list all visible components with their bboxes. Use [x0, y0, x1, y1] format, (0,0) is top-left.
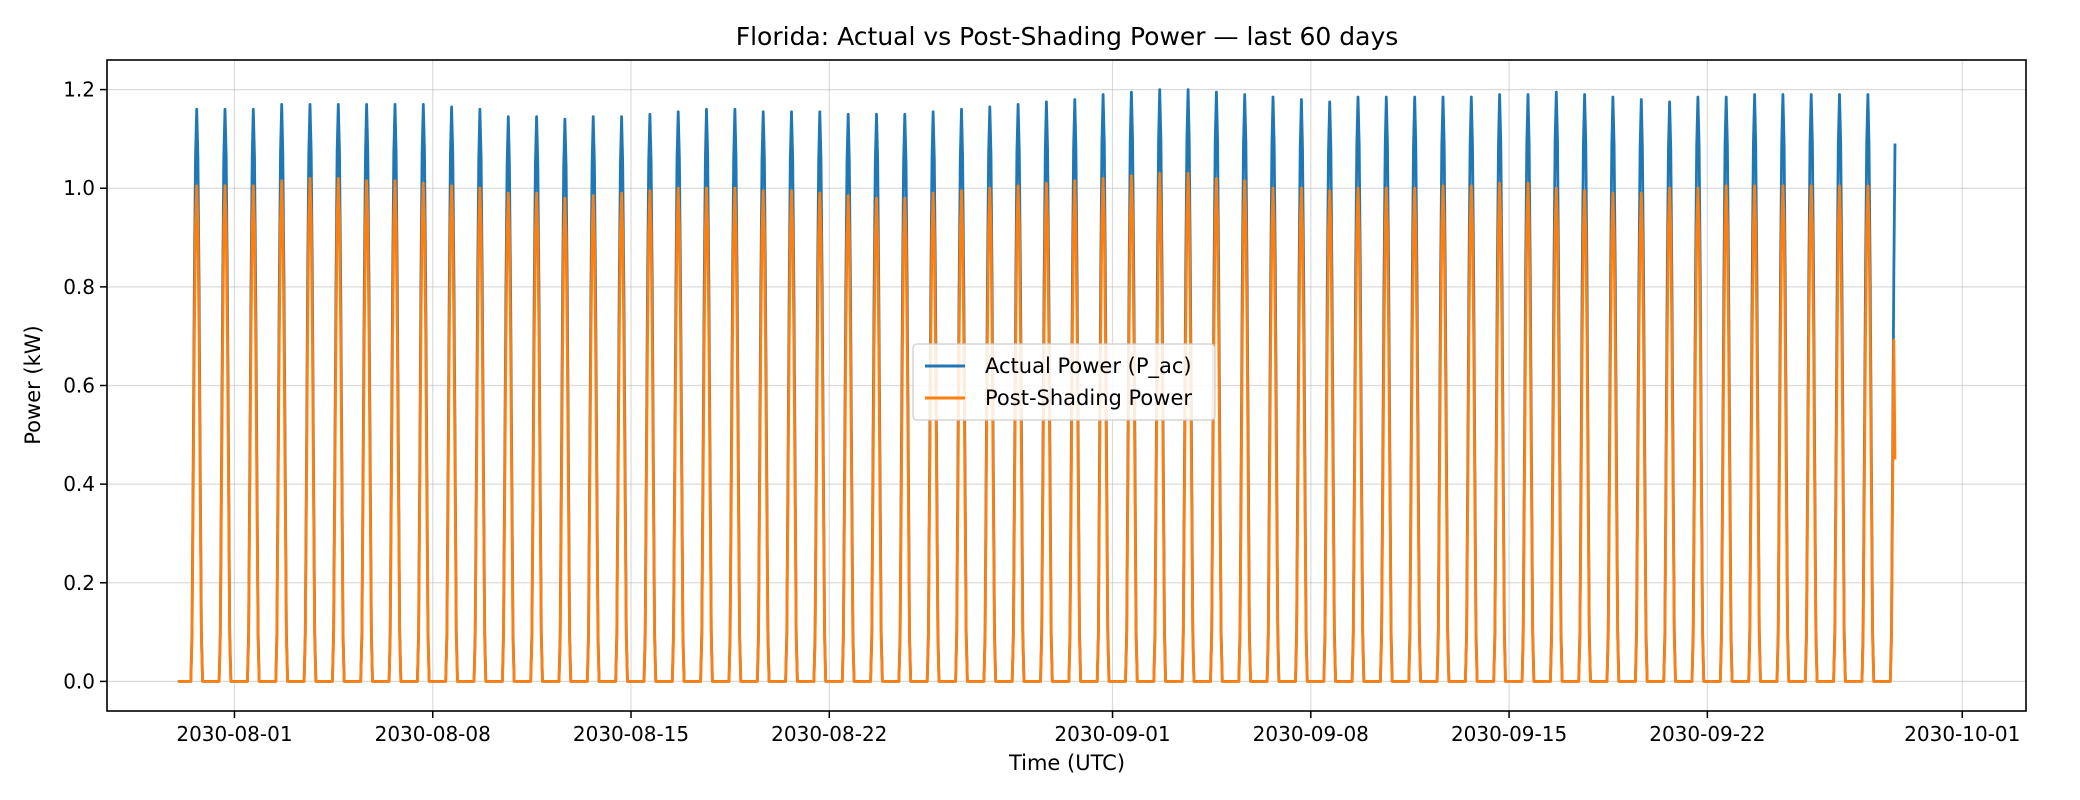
- x-tick-label: 2030-08-01: [176, 722, 292, 746]
- y-tick-label: 0.4: [63, 472, 95, 496]
- x-tick-label: 2030-10-01: [1904, 722, 2020, 746]
- plot-lines: [177, 88, 1897, 683]
- y-tick-label: 0.0: [63, 669, 95, 693]
- x-tick-label: 2030-09-01: [1054, 722, 1170, 746]
- x-tick-label: 2030-09-08: [1253, 722, 1369, 746]
- x-tick-label: 2030-08-08: [375, 722, 491, 746]
- y-tick-label: 1.0: [63, 176, 95, 200]
- y-tick-label: 0.8: [63, 275, 95, 299]
- x-axis-label: Time (UTC): [1008, 751, 1125, 775]
- y-tick-label: 0.6: [63, 374, 95, 398]
- legend: Actual Power (P_ac) Post-Shading Power: [912, 343, 1216, 421]
- y-tick-label: 0.2: [63, 571, 95, 595]
- chart-title: Florida: Actual vs Post-Shading Power — …: [736, 22, 1399, 51]
- x-tick-label: 2030-09-22: [1649, 722, 1765, 746]
- x-axis-ticks: 2030-08-01 2030-08-08 2030-08-15 2030-08-22…: [176, 711, 2020, 746]
- series-line-post-shading-power: [177, 172, 1897, 683]
- y-axis-label: Power (kW): [21, 325, 45, 444]
- x-tick-label: 2030-08-15: [573, 722, 689, 746]
- legend-box: [912, 343, 1216, 421]
- y-tick-label: 1.2: [63, 78, 95, 102]
- x-tick-label: 2030-09-15: [1451, 722, 1567, 746]
- legend-label-post-shading-power: Post-Shading Power: [985, 386, 1192, 410]
- y-axis-ticks: 0.0 0.2 0.4 0.6 0.8 1.0 1.2: [63, 78, 107, 693]
- x-tick-label: 2030-08-22: [771, 722, 887, 746]
- legend-label-actual-power: Actual Power (P_ac): [985, 354, 1192, 379]
